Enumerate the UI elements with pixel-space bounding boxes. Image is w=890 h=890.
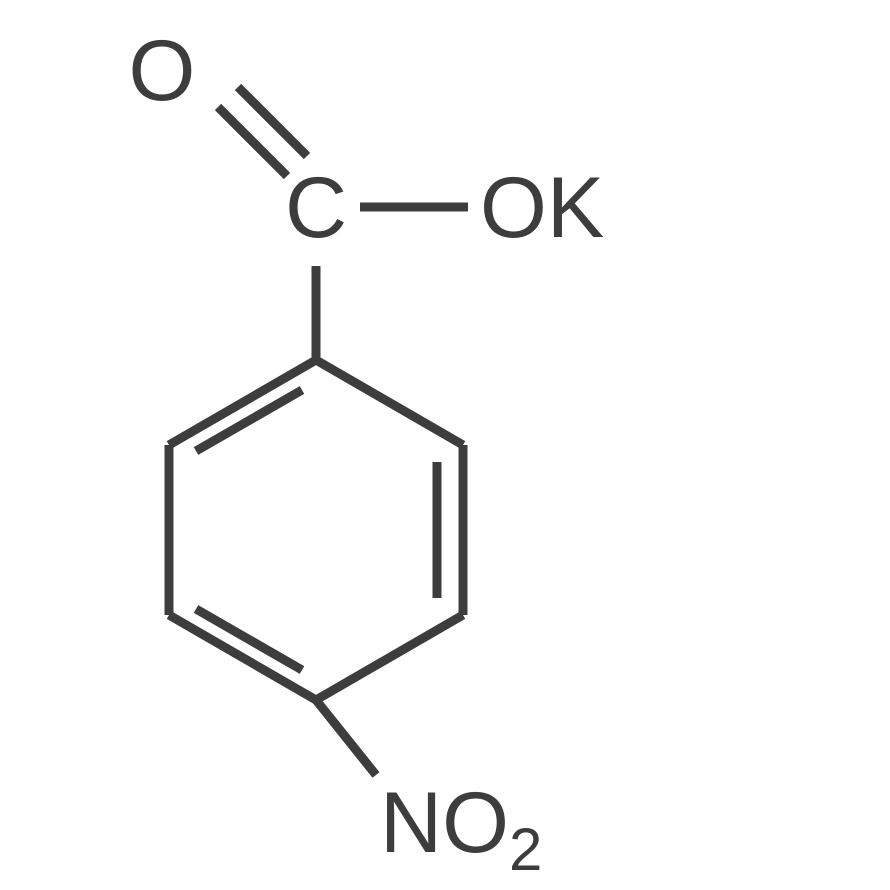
ring-bond-5-0 (169, 360, 316, 445)
chemical-structure-diagram: O C OK NO2 (0, 0, 890, 890)
ring-bond-0-1 (316, 360, 463, 445)
atom-ok: OK (480, 160, 604, 256)
atom-o-top: O (129, 23, 196, 119)
atom-c-carboxyl: C (285, 160, 347, 256)
atom-no2: NO2 (380, 775, 542, 883)
bond-ring-to-no2 (316, 700, 376, 775)
atom-no2-subscript: 2 (509, 816, 542, 883)
ring-bond-2-3 (316, 615, 463, 700)
benzene-ring (169, 360, 463, 700)
ring-bond-3-4 (169, 615, 316, 700)
